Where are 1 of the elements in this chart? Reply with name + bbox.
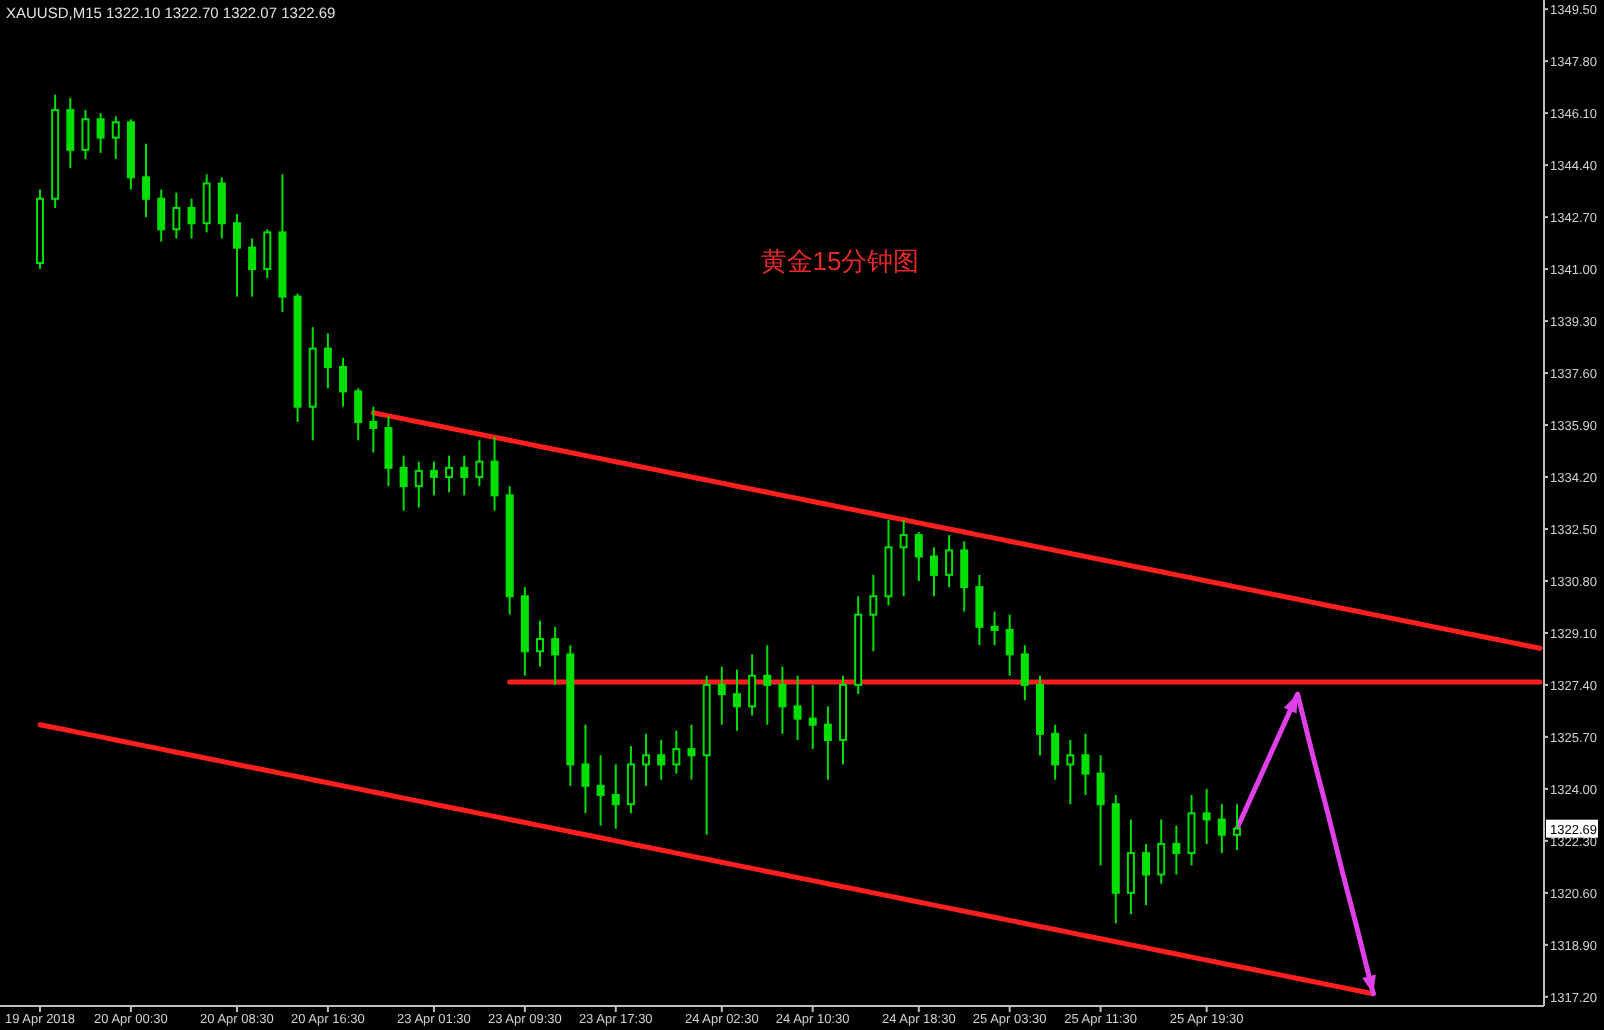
title: 黄金15分钟图 — [760, 246, 920, 276]
